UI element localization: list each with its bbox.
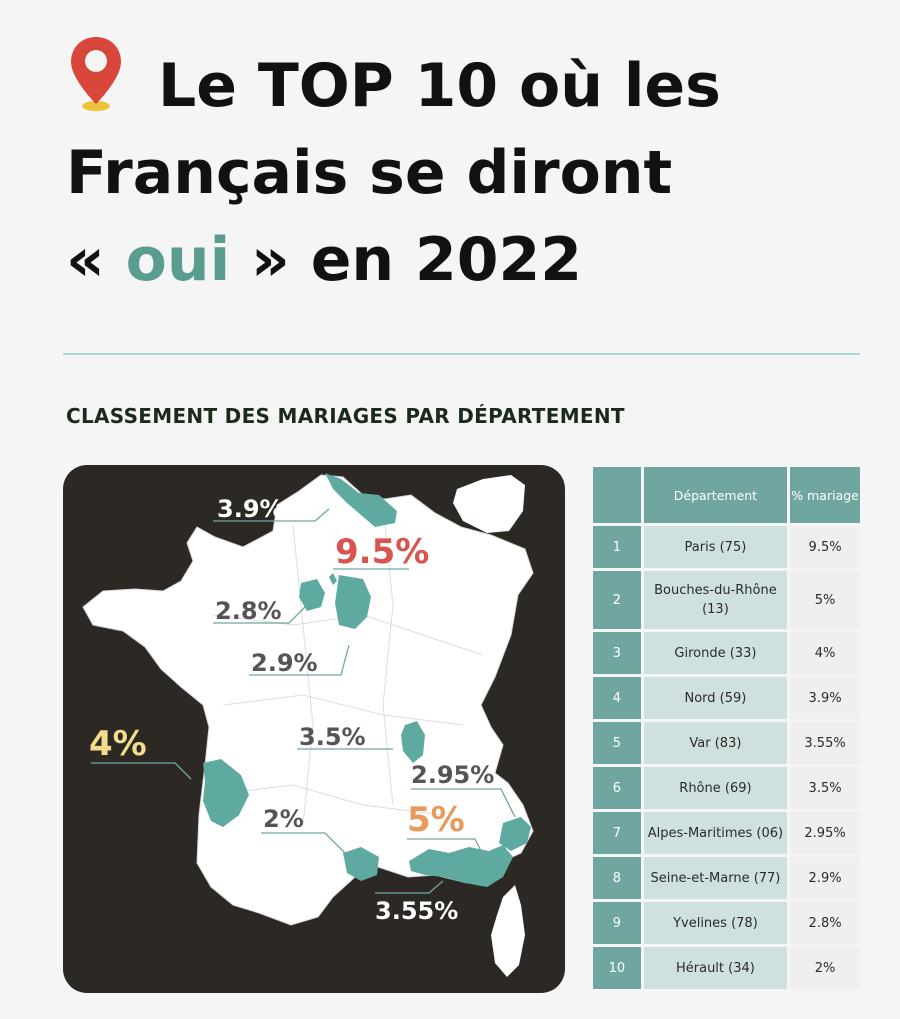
percentage-cell: 3.5% xyxy=(790,767,860,809)
map-label-var: 3.55% xyxy=(375,897,459,925)
divider xyxy=(63,353,860,355)
rank-cell: 1 xyxy=(593,526,641,568)
rank-cell: 3 xyxy=(593,632,641,674)
rank-cell: 9 xyxy=(593,902,641,944)
table-row: 9 Yvelines (78) 2.8% xyxy=(593,902,860,944)
percentage-cell: 2.95% xyxy=(790,812,860,854)
corsica-shape xyxy=(491,885,525,977)
france-map xyxy=(82,473,534,977)
department-cell: Seine-et-Marne (77) xyxy=(643,857,788,899)
map-label-herault: 2% xyxy=(263,805,304,833)
rank-cell: 4 xyxy=(593,677,641,719)
table-row: 7 Alpes-Maritimes (06) 2.95% xyxy=(593,812,860,854)
department-cell: Paris (75) xyxy=(643,526,788,568)
map-label-nord: 3.9% xyxy=(217,495,284,523)
title-highlight: oui xyxy=(125,225,231,295)
percentage-cell: 3.9% xyxy=(790,677,860,719)
department-cell: Hérault (34) xyxy=(643,947,788,989)
department-cell: Rhône (69) xyxy=(643,767,788,809)
leader-bouches-du-rhone xyxy=(407,838,484,856)
department-cell: Alpes-Maritimes (06) xyxy=(643,812,788,854)
title-line-3: « oui » en 2022 xyxy=(66,217,866,304)
percentage-cell: 3.55% xyxy=(790,722,860,764)
map-label-seine-et-marne: 2.9% xyxy=(251,649,318,677)
table-row: 5 Var (83) 3.55% xyxy=(593,722,860,764)
table-header: Département % mariage xyxy=(593,467,860,523)
department-cell: Yvelines (78) xyxy=(643,902,788,944)
leader-seine-et-marne xyxy=(249,644,350,676)
leader-yvelines xyxy=(213,606,306,624)
map-label-bouches-du-rhone: 5% xyxy=(407,800,465,840)
title-text-1: Le TOP 10 où les xyxy=(158,51,721,121)
department-cell: Gironde (33) xyxy=(643,632,788,674)
rank-cell: 2 xyxy=(593,571,641,629)
header-percentage: % mariage xyxy=(790,467,860,523)
title-close-text: » en 2022 xyxy=(230,225,582,295)
gironde-shape xyxy=(203,759,249,827)
map-pin-icon xyxy=(71,37,121,111)
header-department: Département xyxy=(643,467,788,523)
ranking-table: Département % mariage 1 Paris (75) 9.5% 2 Bo… xyxy=(590,464,863,992)
percentage-cell: 2.9% xyxy=(790,857,860,899)
rank-cell: 10 xyxy=(593,947,641,989)
leader-herault xyxy=(261,832,348,856)
department-cell: Nord (59) xyxy=(643,677,788,719)
leader-nord xyxy=(213,508,330,522)
department-cell: Bouches-du-Rhône (13) xyxy=(643,571,788,629)
percentage-cell: 4% xyxy=(790,632,860,674)
table-row: 3 Gironde (33) 4% xyxy=(593,632,860,674)
rank-cell: 8 xyxy=(593,857,641,899)
table-row: 10 Hérault (34) 2% xyxy=(593,947,860,989)
paris-shape xyxy=(329,573,337,585)
rhone-shape xyxy=(401,721,425,763)
yvelines-shape xyxy=(299,579,325,611)
leader-alpes-maritimes xyxy=(411,788,516,818)
title-open-quote: « xyxy=(66,225,126,295)
table-row: 4 Nord (59) 3.9% xyxy=(593,677,860,719)
france-map-card: 3.9% 9.5% 2.8% 2.9% 3.5% 4% 2.95% 5% 2% … xyxy=(63,465,565,993)
seine-et-marne-shape xyxy=(335,575,371,629)
map-label-rhone: 3.5% xyxy=(299,723,366,751)
table-row: 1 Paris (75) 9.5% xyxy=(593,526,860,568)
percentage-cell: 9.5% xyxy=(790,526,860,568)
department-cell: Var (83) xyxy=(643,722,788,764)
leader-gironde xyxy=(91,762,192,780)
percentage-cell: 2.8% xyxy=(790,902,860,944)
map-label-yvelines: 2.8% xyxy=(215,597,282,625)
map-label-alpes-maritimes: 2.95% xyxy=(411,761,495,789)
section-subtitle: CLASSEMENT DES MARIAGES PAR DÉPARTEMENT xyxy=(66,404,625,428)
page-title: Le TOP 10 où les Français se diront « ou… xyxy=(66,34,866,304)
title-line-2: Français se diront xyxy=(66,138,673,208)
title-line-1: Le TOP 10 où les xyxy=(66,34,866,130)
map-label-gironde: 4% xyxy=(89,724,147,764)
map-label-paris: 9.5% xyxy=(335,532,430,572)
rank-cell: 6 xyxy=(593,767,641,809)
table-row: 6 Rhône (69) 3.5% xyxy=(593,767,860,809)
percentage-cell: 5% xyxy=(790,571,860,629)
northeast-blob xyxy=(453,475,525,533)
bouches-du-rhone-var-shape xyxy=(409,845,513,887)
herault-shape xyxy=(343,847,379,881)
header-rank xyxy=(593,467,641,523)
rank-cell: 7 xyxy=(593,812,641,854)
leader-var xyxy=(375,880,444,894)
nord-shape xyxy=(325,473,397,527)
table-body: 1 Paris (75) 9.5% 2 Bouches-du-Rhône (13) 5% 3… xyxy=(593,526,860,989)
leader-lines xyxy=(91,508,516,894)
table-row: 8 Seine-et-Marne (77) 2.9% xyxy=(593,857,860,899)
rank-cell: 5 xyxy=(593,722,641,764)
table-row: 2 Bouches-du-Rhône (13) 5% xyxy=(593,571,860,629)
percentage-cell: 2% xyxy=(790,947,860,989)
alpes-maritimes-shape xyxy=(499,817,531,851)
